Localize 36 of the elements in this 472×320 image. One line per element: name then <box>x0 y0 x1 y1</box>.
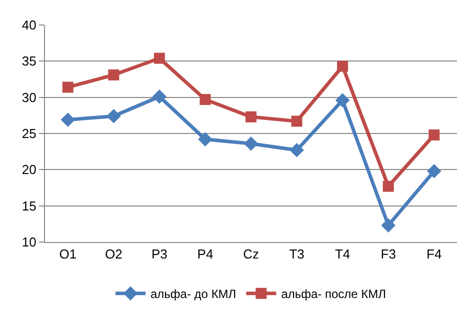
y-tick-label: 25 <box>22 126 36 142</box>
y-tick-label: 15 <box>22 198 36 214</box>
point <box>381 218 396 233</box>
point <box>335 93 350 108</box>
x-tick-label: O1 <box>59 246 77 262</box>
point <box>200 94 211 105</box>
legend-label: альфа- до КМЛ <box>150 287 236 302</box>
x-tick-label: F3 <box>380 246 396 262</box>
x-tick-label: T3 <box>289 246 304 262</box>
point <box>106 108 121 124</box>
x-tick-label: P4 <box>197 246 214 262</box>
point <box>337 60 348 72</box>
point <box>152 89 167 104</box>
point <box>428 129 440 140</box>
y-tick-label: 10 <box>22 234 36 250</box>
x-tick-label: P3 <box>151 246 168 262</box>
point <box>60 112 76 127</box>
point <box>154 52 165 64</box>
x-tick-label: T4 <box>334 246 350 262</box>
y-tick-label: 35 <box>22 54 36 69</box>
x-tick-label: F4 <box>426 246 442 262</box>
x-tick-label: O2 <box>105 246 122 262</box>
point <box>290 142 304 158</box>
point <box>108 69 120 80</box>
y-tick-label: 20 <box>22 162 36 178</box>
point <box>426 164 442 178</box>
point <box>198 132 212 146</box>
point <box>382 180 394 192</box>
point <box>62 82 74 93</box>
legend-label: альфа- после КМЛ <box>281 287 386 302</box>
point <box>246 111 256 122</box>
point <box>244 136 258 151</box>
point <box>291 116 302 127</box>
y-tick-label: 30 <box>22 90 36 105</box>
x-tick-label: Cz <box>243 246 259 262</box>
y-tick-label: 40 <box>22 18 36 33</box>
